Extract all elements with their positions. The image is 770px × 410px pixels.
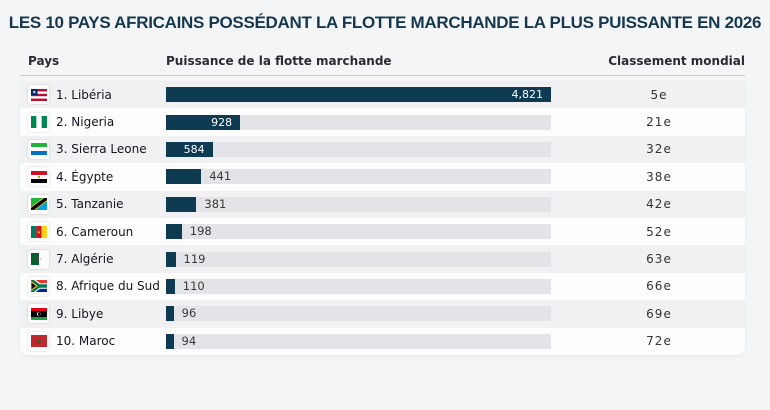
bar-track: 119 <box>166 251 551 267</box>
country-label: 10. Maroc <box>56 334 116 349</box>
country-cell: 4. Égypte <box>20 167 166 187</box>
country-label: 3. Sierra Leone <box>56 142 147 157</box>
flag-egypt-icon <box>28 167 49 187</box>
flag-south-africa-icon <box>28 276 49 296</box>
country-label: 2. Nigeria <box>56 115 115 130</box>
world-rank: 66e <box>646 279 672 294</box>
bar-value: 119 <box>183 251 206 266</box>
bar-track: 381 <box>166 196 551 212</box>
country-label: 1. Libéria <box>56 87 112 102</box>
bar-sierra-leone: 584 <box>166 141 213 157</box>
bar-cell: 110 <box>166 278 551 294</box>
table-row: 4. Égypte 441 38e <box>20 163 745 191</box>
world-rank: 69e <box>646 306 672 321</box>
bar-track: 441 <box>166 169 551 185</box>
bar-track: 4,821 <box>166 87 551 103</box>
table-row: 10. Maroc 94 72e <box>20 327 745 355</box>
world-rank: 72e <box>646 334 672 349</box>
flag-algeria-icon <box>28 249 49 269</box>
world-rank: 42e <box>646 197 672 212</box>
table-row: 7. Algérie 119 63e <box>20 245 745 273</box>
bar-cameroon <box>166 224 182 240</box>
table-row: 5. Tanzanie 381 42e <box>20 190 745 218</box>
bar-track: 928 <box>166 114 551 130</box>
bar-liberia: 4,821 <box>166 87 551 103</box>
bar-track: 96 <box>166 306 551 322</box>
world-rank: 63e <box>646 252 672 267</box>
country-label: 4. Égypte <box>56 169 114 184</box>
world-rank: 32e <box>646 142 672 157</box>
country-cell: 10. Maroc <box>20 331 166 351</box>
bar-track: 198 <box>166 224 551 240</box>
bar-track: 584 <box>166 141 551 157</box>
bar-libya <box>166 306 174 322</box>
bar-cell: 584 <box>166 141 551 157</box>
flag-sierra-leone-icon <box>28 139 49 159</box>
country-cell: 2. Nigeria <box>20 112 166 132</box>
bar-cell: 94 <box>166 333 551 349</box>
chart-title: LES 10 PAYS AFRICAINS POSSÉDANT LA FLOTT… <box>8 13 762 32</box>
bar-value: 96 <box>181 306 197 321</box>
world-rank: 38e <box>646 169 672 184</box>
bar-value: 584 <box>183 142 205 156</box>
country-label: 7. Algérie <box>56 252 114 267</box>
bar-cell: 198 <box>166 224 551 240</box>
bar-morocco <box>166 333 174 349</box>
table-row: 3. Sierra Leone 584 32e <box>20 135 745 164</box>
bar-algeria <box>166 251 176 267</box>
bar-value: 381 <box>204 196 227 211</box>
country-cell: 6. Cameroun <box>20 222 166 242</box>
bar-cell: 928 <box>166 114 551 130</box>
flag-liberia-icon <box>28 85 49 105</box>
country-cell: 5. Tanzanie <box>20 194 166 214</box>
bar-value: 441 <box>209 169 232 184</box>
country-label: 6. Cameroun <box>56 224 134 239</box>
table-row: 2. Nigeria 928 21e <box>20 108 745 136</box>
bar-value: 110 <box>182 278 205 293</box>
bar-tanzania <box>166 196 197 212</box>
bar-cell: 96 <box>166 306 551 322</box>
bar-value: 198 <box>189 224 212 239</box>
world-rank: 5e <box>650 87 668 102</box>
bar-track: 110 <box>166 278 551 294</box>
table-row: 1. Libéria 4,821 5e <box>20 81 745 109</box>
country-cell: 7. Algérie <box>20 249 166 269</box>
country-cell: 9. Libye <box>20 304 166 324</box>
table-row: 8. Afrique du Sud 110 66e <box>20 272 745 301</box>
country-cell: 3. Sierra Leone <box>20 139 166 159</box>
country-cell: 8. Afrique du Sud <box>20 276 166 296</box>
table-row: 9. Libye 96 69e <box>20 300 745 328</box>
country-label: 9. Libye <box>56 306 104 321</box>
country-label: 8. Afrique du Sud <box>56 279 160 294</box>
country-cell: 1. Libéria <box>20 85 166 105</box>
table-header: Pays Puissance de la flotte marchande Cl… <box>20 54 745 76</box>
world-rank: 21e <box>646 115 672 130</box>
column-header-country: Pays <box>28 54 60 68</box>
fleet-table: Pays Puissance de la flotte marchande Cl… <box>20 54 745 355</box>
bar-south-africa <box>166 278 175 294</box>
country-label: 5. Tanzanie <box>56 197 124 212</box>
table-body: 1. Libéria 4,821 5e 2. Nigeria 928 21e 3. Sier… <box>20 81 745 355</box>
bar-value: 928 <box>211 115 233 129</box>
flag-tanzania-icon <box>28 194 49 214</box>
bar-track: 94 <box>166 333 551 349</box>
column-header-rank: Classement mondial <box>608 54 745 68</box>
world-rank: 52e <box>646 224 672 239</box>
table-row: 6. Cameroun 198 52e <box>20 217 745 246</box>
flag-libya-icon <box>28 304 49 324</box>
flag-cameroon-icon <box>28 222 49 242</box>
bar-value: 94 <box>181 333 197 348</box>
flag-nigeria-icon <box>28 112 49 132</box>
bar-egypt <box>166 169 202 185</box>
bar-cell: 381 <box>166 196 551 212</box>
column-header-power: Puissance de la flotte marchande <box>166 54 392 68</box>
bar-cell: 441 <box>166 169 551 185</box>
bar-nigeria: 928 <box>166 114 241 130</box>
bar-value: 4,821 <box>511 88 544 102</box>
bar-cell: 119 <box>166 251 551 267</box>
flag-morocco-icon <box>28 331 49 351</box>
bar-cell: 4,821 <box>166 87 551 103</box>
